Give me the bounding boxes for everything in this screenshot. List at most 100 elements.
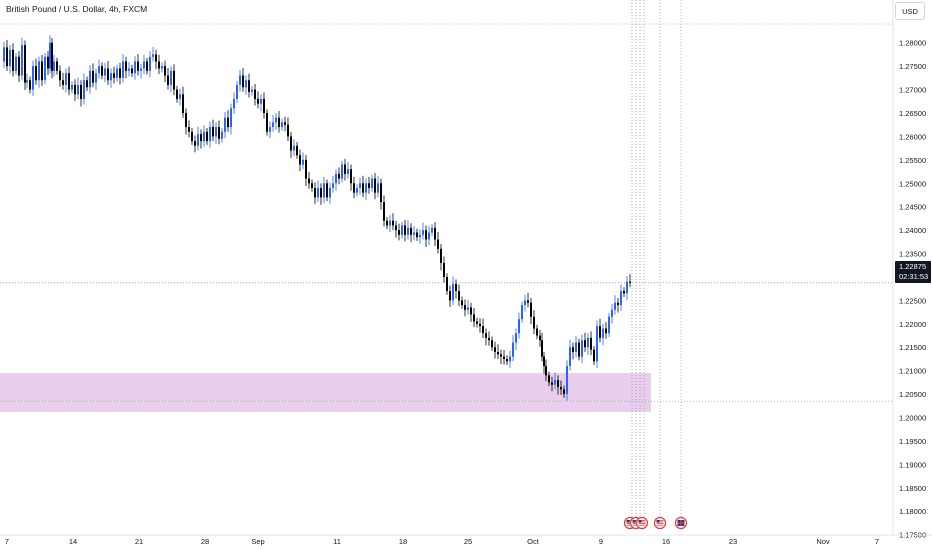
candle-body [272, 122, 274, 128]
candle-body [392, 220, 394, 226]
candle-body [269, 127, 271, 132]
y-tick-label: 1.18500 [899, 484, 926, 493]
candle-body [557, 380, 559, 388]
candle-body [512, 342, 514, 357]
candle-body [482, 326, 484, 334]
candle-body [15, 56, 17, 71]
flag-canton [656, 520, 660, 523]
candle-body [350, 169, 352, 184]
candle-body [128, 68, 130, 71]
candle-body [305, 159, 307, 179]
candle-body [143, 61, 145, 69]
candle-body [125, 61, 127, 71]
candle-body [386, 220, 388, 226]
candle-body [74, 84, 76, 95]
currency-button[interactable]: USD [895, 2, 925, 20]
chart-title: British Pound / U.S. Dollar, 4h, FXCM [6, 4, 148, 14]
y-tick-label: 1.27500 [899, 62, 926, 71]
candle-body [428, 232, 430, 240]
candle-body [212, 127, 214, 137]
candle-body [101, 66, 103, 76]
highlight-zone-layer [0, 373, 651, 412]
candle-body [338, 173, 340, 179]
candle-body [49, 42, 51, 69]
icon-ring [653, 516, 667, 530]
last-price-value: 1.22875 [899, 262, 927, 271]
candle-body [368, 183, 370, 188]
candle-body [599, 326, 601, 338]
candle-body [317, 187, 319, 198]
candle-body [51, 42, 53, 71]
x-tick-label: 14 [69, 537, 77, 546]
candle-body [21, 45, 23, 76]
candle-body [410, 227, 412, 235]
candle-body [626, 281, 628, 294]
candle-body [437, 239, 439, 249]
candle-body [107, 68, 109, 81]
x-tick-label: Oct [527, 537, 540, 546]
candle-body [248, 80, 250, 92]
candle-body [560, 387, 562, 390]
candle-body [140, 68, 142, 71]
candle-body [29, 80, 31, 90]
flag-stripe [626, 520, 634, 521]
candle-body [155, 54, 157, 62]
candle-body [617, 302, 619, 306]
candle-body [485, 333, 487, 338]
candle-body [476, 321, 478, 324]
candle-body [260, 98, 262, 104]
candle-body [251, 89, 253, 92]
flag-stripe [632, 524, 640, 526]
candle-body [530, 302, 532, 317]
candle-body [215, 127, 217, 137]
candle-body [257, 98, 259, 104]
candle-body [623, 291, 625, 294]
candle-body [543, 356, 545, 366]
candle-body [488, 337, 490, 341]
candle-body [497, 351, 499, 355]
candle-body [605, 328, 607, 334]
candle-body [323, 183, 325, 198]
y-tick-label: 1.25500 [899, 156, 926, 165]
x-tick-label: 18 [399, 537, 407, 546]
support-zone [0, 373, 651, 412]
candle-body [326, 183, 328, 198]
candle-body [239, 75, 241, 85]
candle-body [170, 70, 172, 85]
candle-body [614, 302, 616, 310]
candle-body [329, 187, 331, 198]
candle-body [608, 316, 610, 334]
y-tick-label: 1.27000 [899, 86, 926, 95]
candle-body [275, 117, 277, 123]
candle-body [281, 122, 283, 128]
candles-layer [3, 35, 631, 401]
candle-body [134, 61, 136, 74]
flag-stripe [638, 524, 646, 526]
candle-body [59, 70, 61, 81]
candle-body [209, 127, 211, 142]
x-tick-label: Nov [816, 537, 830, 546]
y-tick-label: 1.19500 [899, 437, 926, 446]
candle-body [18, 56, 20, 76]
candle-body [353, 183, 355, 193]
candle-body [95, 73, 97, 83]
candle-body [341, 164, 343, 179]
candle-body [197, 134, 199, 146]
candle-body [188, 127, 190, 132]
candle-body [65, 73, 67, 85]
y-tick-label: 1.20000 [899, 414, 926, 423]
reference-lines-layer [0, 0, 893, 530]
flag-stripe [656, 524, 664, 526]
candle-body [365, 183, 367, 193]
candle-body [200, 134, 202, 142]
candle-body [53, 61, 55, 71]
x-tick-label: Sep [251, 537, 264, 546]
candle-body [524, 300, 526, 306]
candle-body [404, 225, 406, 235]
candle-body [173, 70, 175, 90]
candle-body [191, 131, 193, 142]
candle-body [629, 281, 631, 283]
candle-body [347, 169, 349, 174]
candle-body [185, 113, 187, 128]
